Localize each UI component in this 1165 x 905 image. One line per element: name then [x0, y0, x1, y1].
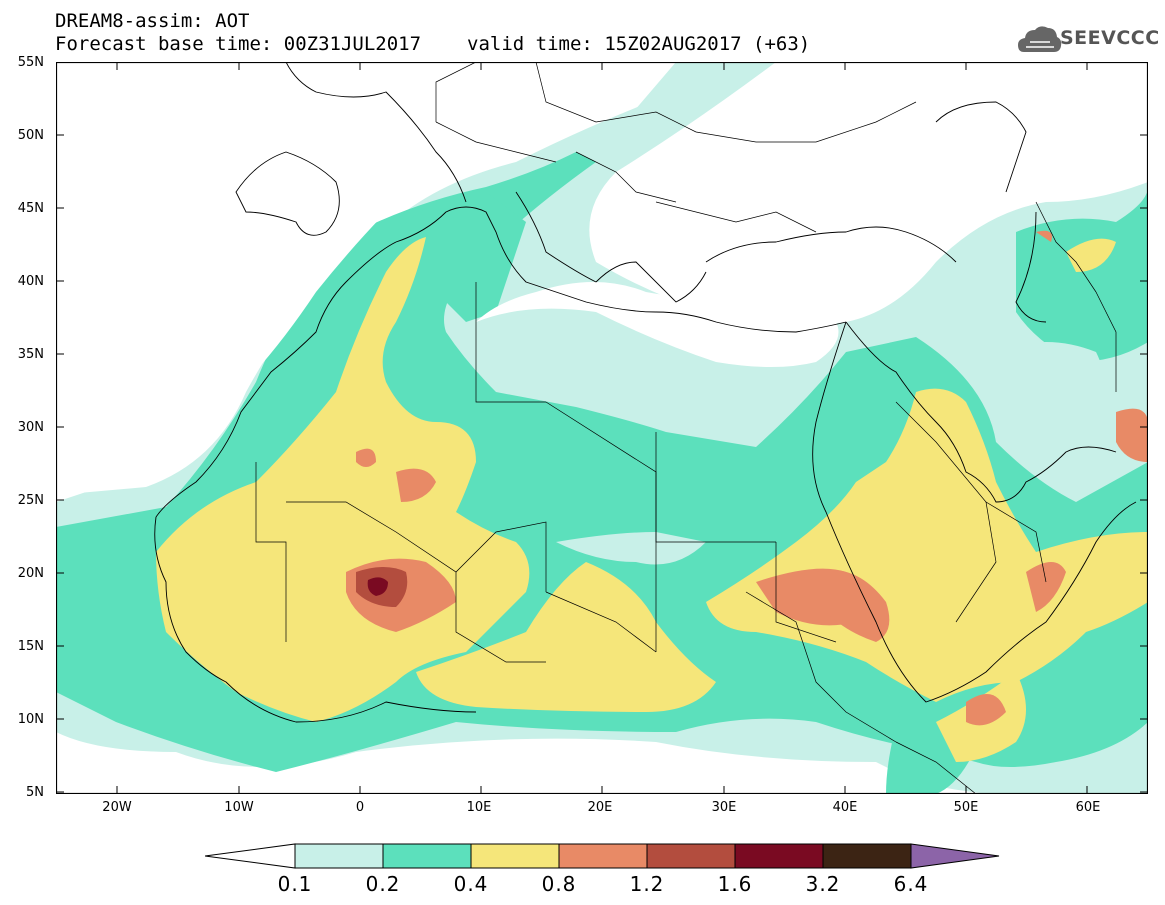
lat-label-45: 45N: [17, 201, 44, 216]
colorbar-0.2-0.4: [382, 843, 472, 869]
lat-label-55: 55N: [17, 55, 44, 70]
lat-label-40: 40N: [17, 274, 44, 289]
colorbar: [205, 843, 1000, 869]
chart-title: DREAM8-assim: AOT: [55, 10, 250, 32]
lat-label-50: 50N: [17, 128, 44, 143]
colorbar-0.4-0.8: [470, 843, 560, 869]
colorbar-gt-6.4: [910, 843, 1000, 869]
lon-label-60e: 60E: [1075, 800, 1101, 815]
lon-label-10e: 10E: [466, 800, 492, 815]
aot-band-1.6-3.2: [367, 577, 388, 596]
colorbar-1.6-3.2: [734, 843, 824, 869]
colorbar-label-0.2: 0.2: [365, 872, 401, 896]
lat-label-25: 25N: [17, 493, 44, 508]
colorbar-label-3.2: 3.2: [805, 872, 841, 896]
time-info: Forecast base time: 00Z31JUL2017 valid ti…: [55, 33, 810, 55]
lat-label-35: 35N: [17, 347, 44, 362]
borders: [255, 62, 1117, 794]
aot-clear-areas: [56, 62, 1148, 565]
colorbar-lt-0.1: [205, 843, 296, 869]
colorbar-0.8-1.2: [558, 843, 648, 869]
lat-label-5: 5N: [26, 785, 44, 800]
lon-label-30e: 30E: [711, 800, 737, 815]
lon-label-0: 0: [355, 800, 365, 815]
lon-label-20w: 20W: [102, 800, 132, 815]
cloud-icon: [1018, 26, 1062, 52]
lat-label-15: 15N: [17, 639, 44, 654]
lat-label-10: 10N: [17, 712, 44, 727]
lon-label-20e: 20E: [587, 800, 613, 815]
colorbar-label-0.8: 0.8: [541, 872, 577, 896]
coastlines: [154, 62, 1137, 723]
lon-label-50e: 50E: [953, 800, 979, 815]
aot-map: [56, 62, 1148, 794]
forecast-base-time: Forecast base time: 00Z31JUL2017: [55, 33, 422, 55]
colorbar-label-0.1: 0.1: [277, 872, 313, 896]
lon-label-40e: 40E: [832, 800, 858, 815]
tick-marks: [56, 62, 1148, 794]
colorbar-1.2-1.6: [646, 843, 736, 869]
colorbar-3.2-6.4: [822, 843, 912, 869]
lon-label-10w: 10W: [224, 800, 254, 815]
map-frame: [56, 62, 1148, 794]
logo-text: SEEVCCC: [1060, 27, 1160, 49]
colorbar-label-6.4: 6.4: [893, 872, 929, 896]
lat-label-30: 30N: [17, 420, 44, 435]
lat-label-20: 20N: [17, 566, 44, 581]
colorbar-label-0.4: 0.4: [453, 872, 489, 896]
valid-time: valid time: 15Z02AUG2017 (+63): [467, 33, 811, 55]
colorbar-0.1-0.2: [294, 843, 384, 869]
colorbar-label-1.2: 1.2: [629, 872, 665, 896]
colorbar-label-1.6: 1.6: [717, 872, 753, 896]
